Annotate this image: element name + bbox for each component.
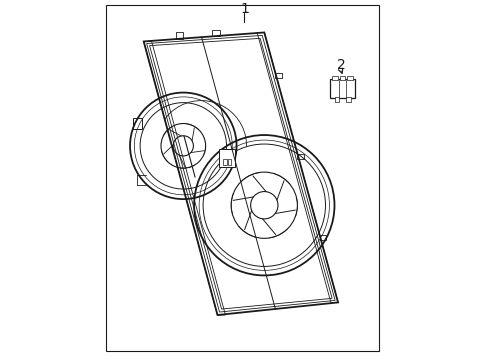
Bar <box>331 76 337 80</box>
Text: 2: 2 <box>337 58 346 72</box>
Bar <box>346 96 350 102</box>
Bar <box>223 159 226 165</box>
FancyBboxPatch shape <box>329 79 354 98</box>
Bar <box>212 30 219 36</box>
Bar <box>133 118 142 129</box>
Text: 1: 1 <box>240 2 248 16</box>
Bar <box>106 5 379 351</box>
Bar <box>219 149 235 167</box>
Bar <box>346 76 352 80</box>
Bar <box>176 32 183 39</box>
Bar <box>339 76 345 80</box>
Bar <box>334 96 338 102</box>
Bar <box>227 159 231 165</box>
